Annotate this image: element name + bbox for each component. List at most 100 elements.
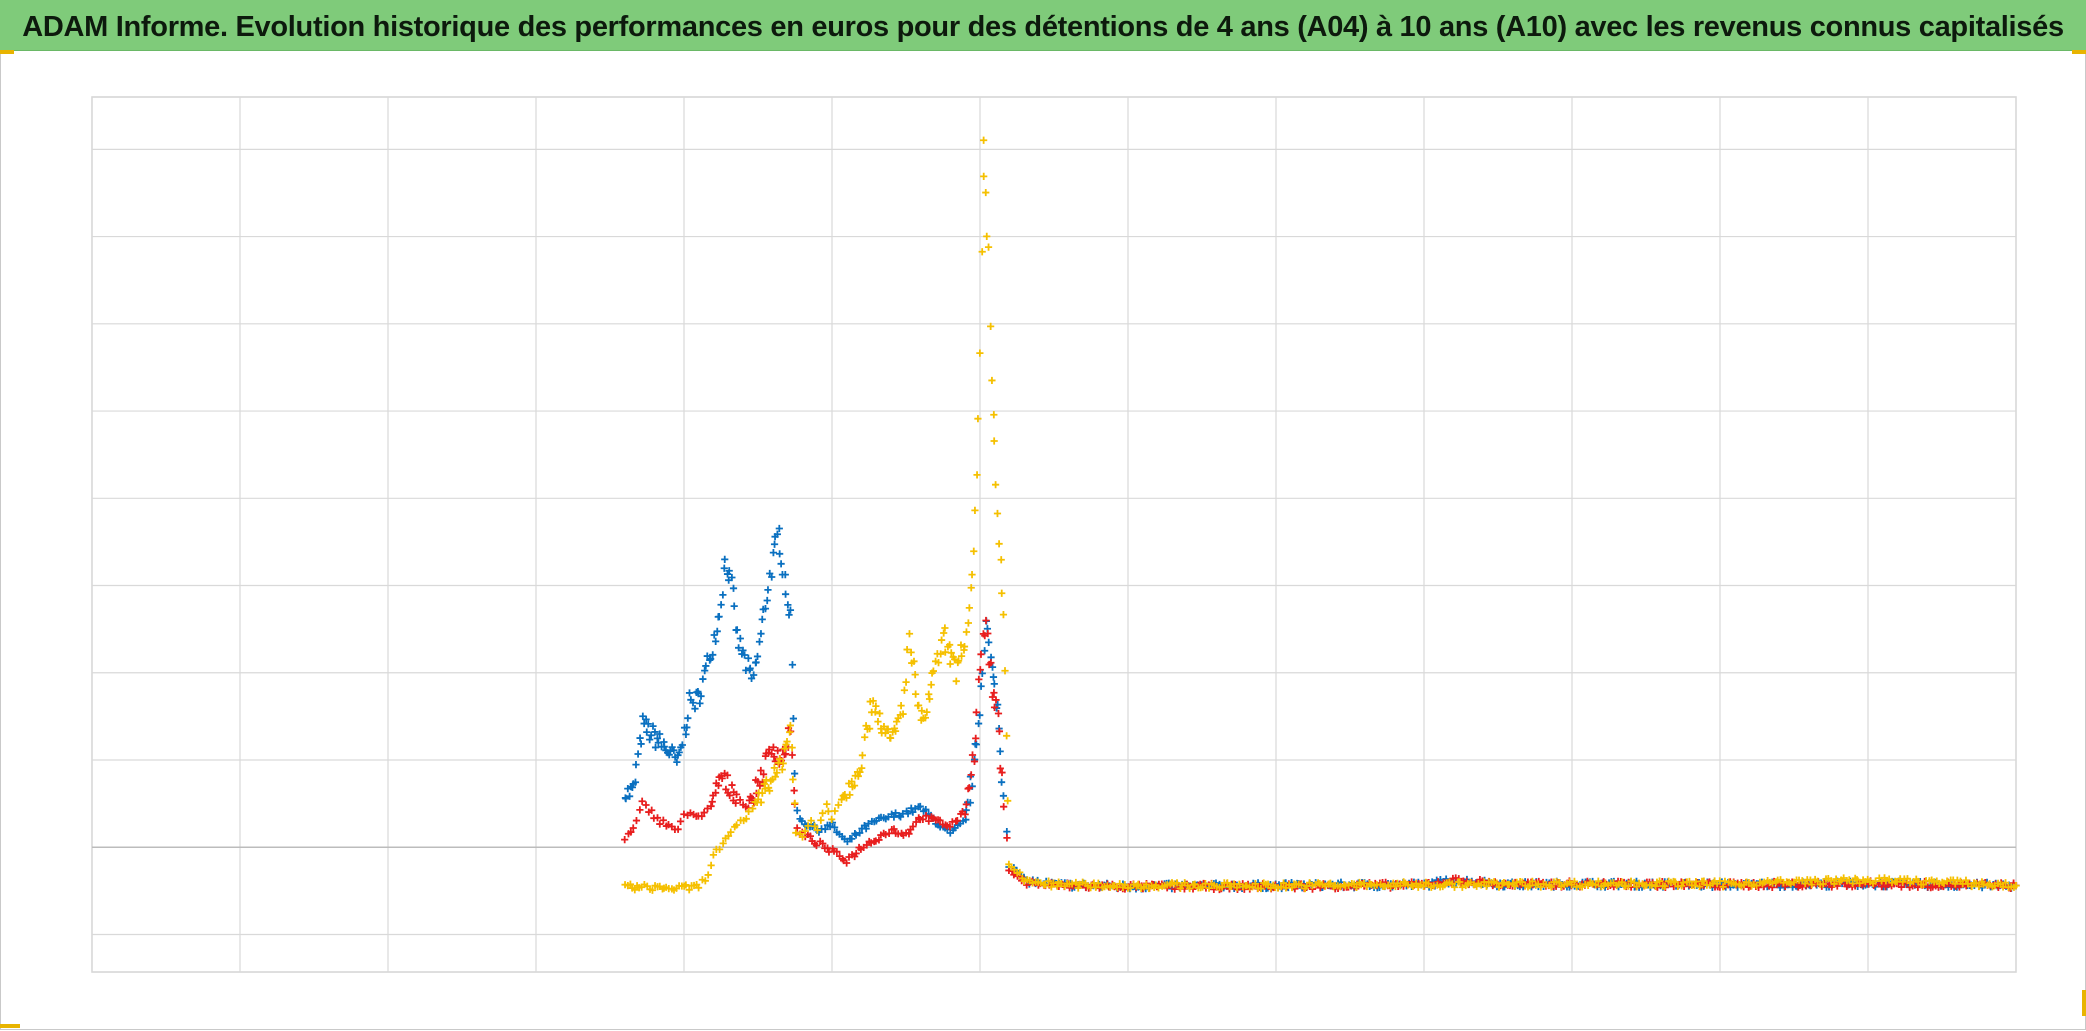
data-point: [798, 833, 807, 841]
data-point: [897, 702, 905, 710]
data-point: [659, 816, 667, 824]
data-point: [1308, 882, 1316, 890]
data-point: [626, 880, 634, 888]
data-point: [1819, 880, 1827, 888]
data-point: [916, 802, 924, 811]
data-point: [1407, 881, 1416, 889]
data-point: [807, 817, 815, 825]
data-point: [881, 729, 890, 737]
data-point: [646, 736, 654, 744]
data-point: [869, 697, 877, 705]
data-point: [709, 651, 717, 659]
data-point: [768, 573, 776, 581]
data-point: [771, 773, 779, 781]
data-point: [961, 810, 969, 819]
data-point: [1964, 880, 1972, 888]
data-point: [789, 775, 797, 784]
data-point: [922, 805, 930, 814]
data-point: [862, 825, 870, 833]
data-point: [781, 571, 789, 579]
data-point: [1456, 878, 1464, 886]
frame-corner-right-bottom: [2082, 990, 2086, 1016]
data-point: [965, 784, 973, 792]
data-point: [685, 689, 694, 697]
data-point: [812, 841, 821, 850]
data-point: [983, 232, 991, 240]
data-point: [1134, 880, 1142, 888]
data-point: [689, 699, 697, 707]
data-point: [875, 836, 883, 844]
data-point: [866, 725, 874, 733]
data-point: [656, 730, 664, 738]
data-point: [976, 666, 984, 674]
data-point: [990, 411, 998, 419]
data-point: [1053, 882, 1061, 890]
data-point: [977, 682, 985, 690]
data-point: [627, 828, 635, 836]
data-point: [872, 702, 880, 710]
data-point: [1651, 882, 1660, 890]
data-point: [984, 629, 992, 638]
data-point: [793, 806, 801, 815]
data-point: [715, 613, 723, 621]
data-point: [704, 871, 712, 879]
data-point: [941, 648, 949, 656]
data-point: [786, 606, 795, 614]
data-point: [874, 718, 882, 726]
data-point: [712, 637, 720, 645]
data-point: [723, 771, 732, 779]
data-point: [1692, 877, 1700, 886]
data-point: [1618, 878, 1626, 886]
data-point: [730, 602, 738, 610]
data-point: [904, 810, 912, 818]
data-point: [744, 807, 753, 816]
data-point: [1845, 876, 1853, 884]
data-point: [774, 747, 782, 755]
data-point: [976, 349, 984, 357]
data-point: [952, 677, 960, 685]
data-point: [804, 822, 812, 830]
data-point: [1592, 881, 1600, 889]
data-point: [775, 524, 783, 533]
data-point: [702, 662, 710, 670]
data-point: [707, 861, 715, 869]
data-point: [682, 730, 690, 738]
data-point: [846, 791, 854, 799]
data-point: [1648, 881, 1656, 889]
data-point: [665, 751, 673, 759]
data-point: [785, 611, 793, 619]
data-point: [718, 774, 726, 782]
data-point: [1450, 883, 1459, 891]
data-point: [1528, 877, 1536, 885]
data-point: [736, 796, 744, 804]
data-point: [758, 789, 766, 797]
data-point: [1205, 884, 1213, 892]
data-point: [757, 630, 765, 638]
data-point: [739, 646, 747, 655]
data-point: [778, 766, 786, 774]
data-point: [770, 764, 778, 772]
data-point: [891, 727, 900, 735]
data-point: [914, 701, 923, 710]
data-point: [700, 808, 708, 817]
data-point: [781, 745, 789, 753]
data-point: [732, 790, 741, 798]
data-point: [710, 631, 718, 639]
data-point: [967, 771, 975, 779]
data-point: [990, 689, 998, 697]
data-point: [656, 820, 664, 828]
data-point: [713, 627, 721, 635]
data-point: [1336, 883, 1344, 891]
data-point: [717, 601, 725, 609]
data-point: [964, 619, 972, 627]
data-point: [632, 816, 641, 825]
data-point: [1116, 880, 1124, 888]
data-point: [975, 719, 983, 728]
data-point: [1223, 879, 1231, 887]
data-point: [905, 630, 914, 638]
data-point: [779, 759, 787, 768]
data-point: [1297, 881, 1306, 889]
data-point: [999, 610, 1008, 619]
data-point: [968, 751, 977, 759]
